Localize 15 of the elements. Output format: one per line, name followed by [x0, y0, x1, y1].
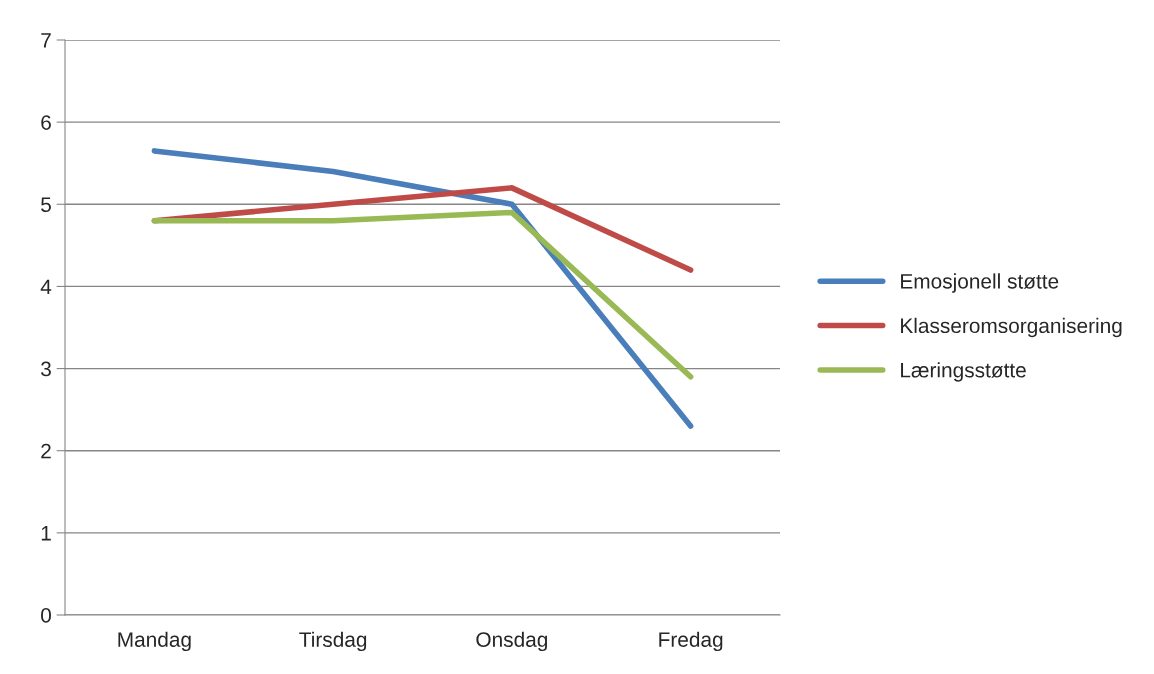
- legend-label: Læringsstøtte: [901, 362, 1026, 382]
- y-tick-label: 2: [41, 443, 51, 459]
- y-tick-label: 0: [41, 608, 51, 623]
- y-tick-label: 5: [41, 197, 51, 213]
- y-tick-label: 7: [41, 33, 51, 48]
- x-tick-label: Mandag: [118, 631, 191, 652]
- y-tick-label: 4: [40, 279, 52, 294]
- legend-label: Emosjonell støtte: [901, 273, 1059, 293]
- y-tick-label: 3: [41, 361, 51, 377]
- x-tick-label: Tirsdag: [299, 631, 367, 652]
- legend-label: Klasseromsorganisering: [901, 317, 1122, 338]
- y-tick-label: 6: [41, 115, 51, 130]
- x-tick-label: Fredag: [659, 631, 723, 652]
- x-tick-label: Onsdag: [476, 631, 548, 652]
- y-tick-label: 1: [41, 526, 51, 541]
